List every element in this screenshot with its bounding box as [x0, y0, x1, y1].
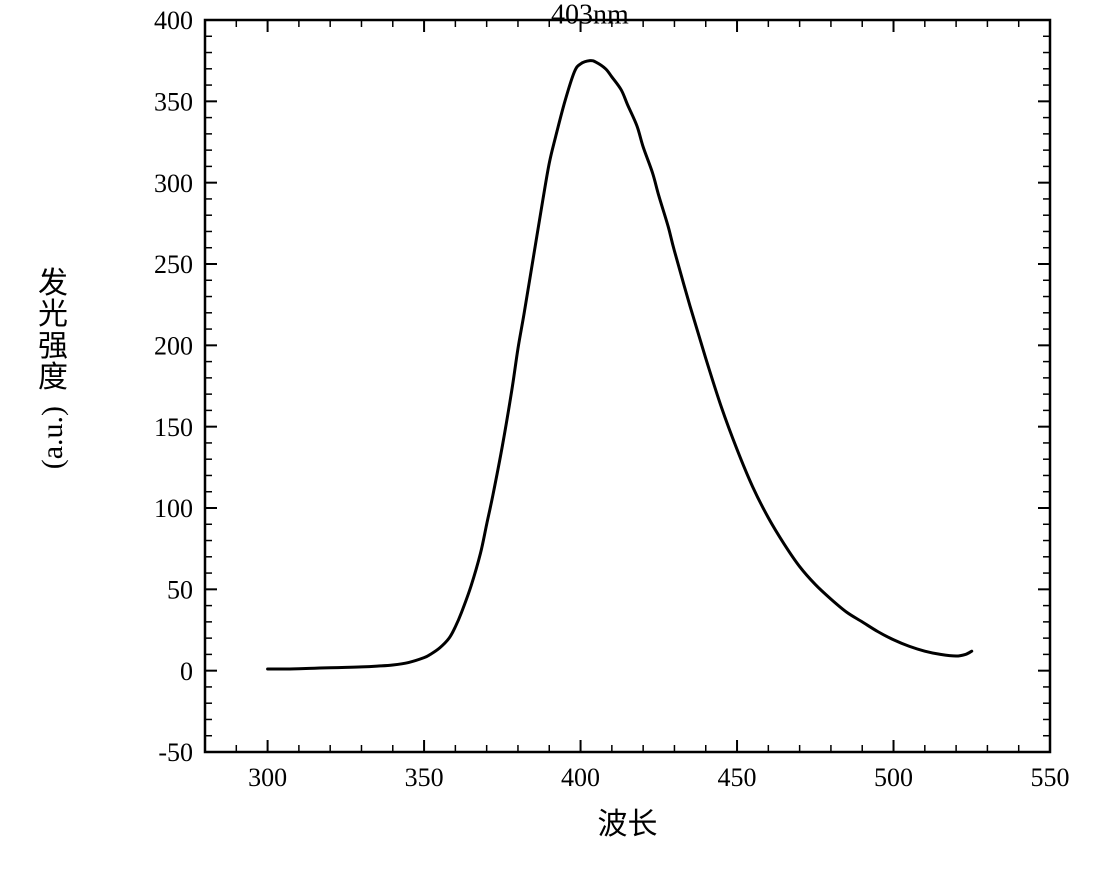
x-tick-label: 400	[561, 763, 600, 792]
y-axis-label-char: 光	[38, 299, 68, 331]
series-line	[268, 61, 972, 669]
y-axis-label-unit: (a.u.)	[37, 406, 69, 469]
y-tick-label: -50	[158, 738, 193, 767]
y-tick-label: 200	[154, 331, 193, 360]
x-tick-label: 500	[874, 763, 913, 792]
y-tick-label: 0	[180, 657, 193, 686]
y-tick-label: 100	[154, 494, 193, 523]
y-tick-label: 250	[154, 250, 193, 279]
x-tick-label: 450	[718, 763, 757, 792]
chart-container: 300 350 400 450 500 550 -50 0 50 100 150 200 250 300 3…	[0, 0, 1110, 875]
y-axis-label-cn: 发光强度	[35, 268, 71, 394]
y-tick-label: 300	[154, 169, 193, 198]
y-tick-label: 400	[154, 6, 193, 35]
y-axis-label-char: 度	[38, 362, 68, 394]
y-tick-label: 350	[154, 87, 193, 116]
y-tick-label: 50	[167, 575, 193, 604]
plot-border	[205, 20, 1050, 752]
y-axis-label-char: 发	[38, 268, 68, 300]
x-axis-label: 波长	[598, 808, 658, 841]
x-tick-label: 350	[405, 763, 444, 792]
x-tick-label: 550	[1031, 763, 1070, 792]
line-chart: 300 350 400 450 500 550 -50 0 50 100 150 200 250 300 3…	[0, 0, 1110, 875]
y-tick-label: 150	[154, 413, 193, 442]
peak-annotation: 403nm	[551, 0, 629, 30]
y-axis-label-char: 强	[38, 331, 68, 363]
x-tick-label: 300	[248, 763, 287, 792]
